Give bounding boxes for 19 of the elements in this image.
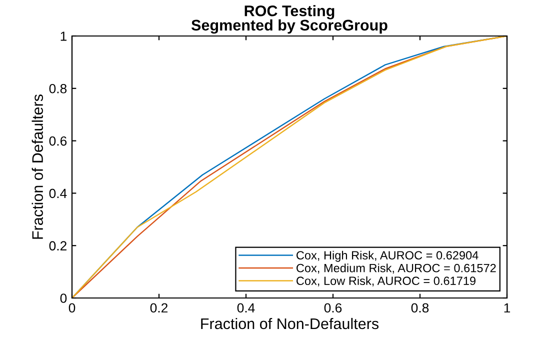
legend-label: Cox, Low Risk, AUROC = 0.61719 (296, 276, 476, 286)
x-tick-label: 0.6 (324, 303, 342, 313)
line-series (72, 36, 507, 298)
y-tick-label: 0.8 (49, 84, 67, 94)
y-tick-label: 0.4 (49, 188, 67, 198)
x-tick-label: 0 (68, 303, 76, 313)
x-axis-title: Fraction of Non-Defaulters (201, 318, 379, 330)
y-tick-label: 0.2 (49, 241, 66, 251)
x-tick-label: 0.8 (411, 303, 429, 313)
y-tick-label: 0 (60, 294, 67, 303)
legend-label: Cox, Medium Risk, AUROC = 0.61572 (296, 264, 496, 274)
y-axis-title: Fraction of Defaulters (32, 94, 43, 239)
x-tick-label: 0.2 (150, 303, 168, 313)
x-tick-label: 1 (504, 303, 510, 312)
legend-label: Cox, High Risk, AUROC = 0.62904 (296, 250, 478, 262)
x-tick-label: 0.4 (237, 303, 255, 313)
y-tick-label: 0.6 (49, 136, 67, 146)
chart-title: ROC Testing Segmented by ScoreGroup (191, 5, 388, 34)
y-tick-label: 1 (60, 32, 66, 41)
